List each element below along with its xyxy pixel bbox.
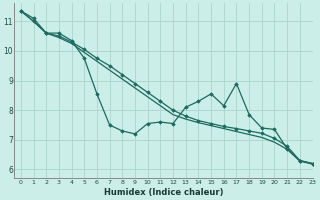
X-axis label: Humidex (Indice chaleur): Humidex (Indice chaleur) xyxy=(104,188,223,197)
